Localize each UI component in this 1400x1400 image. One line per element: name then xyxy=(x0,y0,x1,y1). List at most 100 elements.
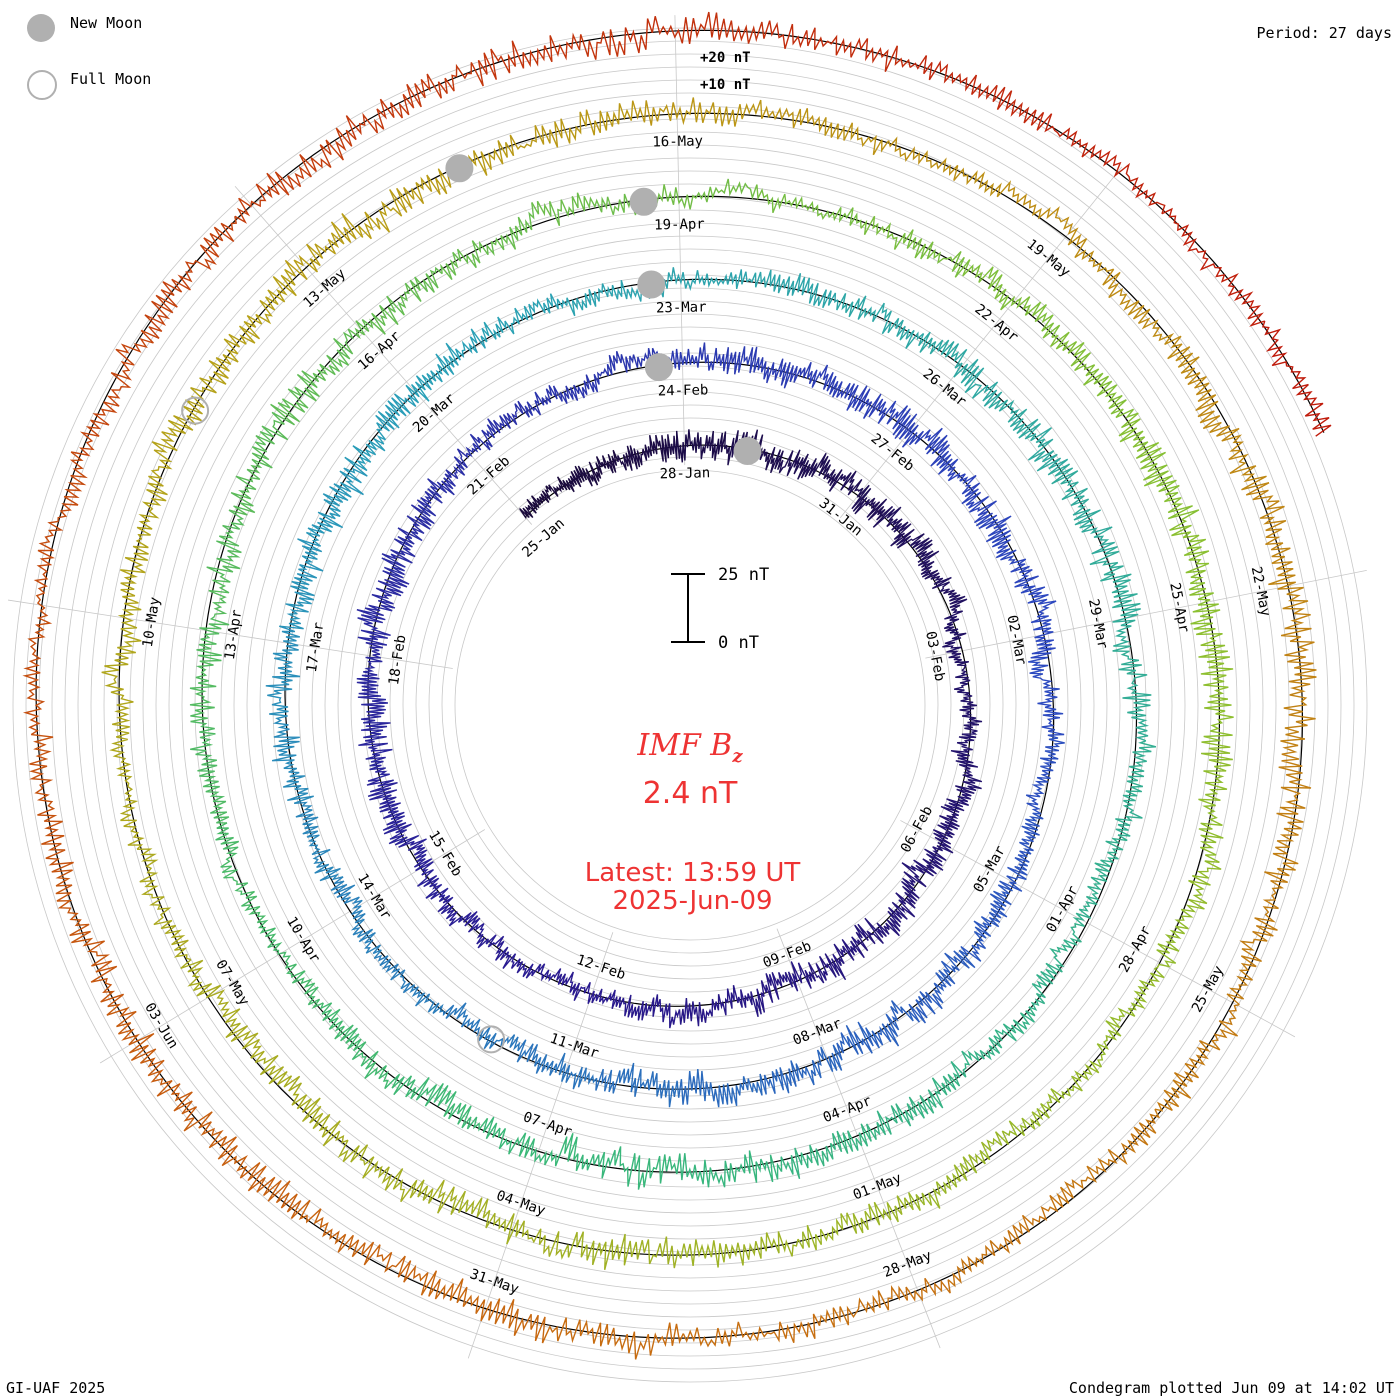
grid-ring xyxy=(324,339,1056,1071)
date-label: 16-May xyxy=(652,133,703,150)
bz-trace-segment xyxy=(854,892,916,952)
bz-trace-segment xyxy=(465,400,530,458)
bz-trace-segment xyxy=(1198,741,1233,863)
bz-trace-segment xyxy=(208,268,297,379)
grid-ring xyxy=(142,157,1238,1253)
bz-trace-segment xyxy=(1102,268,1200,379)
bz-trace-segment xyxy=(756,184,862,229)
bz-trace-segment xyxy=(477,29,626,80)
bz-trace-segment xyxy=(255,1054,349,1147)
date-label: 21-Feb xyxy=(465,453,514,498)
bz-trace-segment xyxy=(440,202,535,281)
bz-trace-segment xyxy=(1047,463,1118,555)
bz-trace-segment xyxy=(678,1069,763,1108)
date-label: 25-Apr xyxy=(1166,581,1192,634)
bz-trace-segment xyxy=(566,280,656,317)
bz-trace-segment xyxy=(797,936,865,989)
bz-trace-segment xyxy=(271,715,314,804)
full-moon-icon xyxy=(27,70,57,100)
bz-trace-segment xyxy=(356,642,388,713)
bz-trace-segment xyxy=(1156,860,1222,968)
bz-trace-segment xyxy=(988,391,1069,476)
scale-bar: 25 nT 0 nT xyxy=(671,565,769,653)
bz-trace-segment xyxy=(270,328,355,426)
bz-trace-segment xyxy=(70,329,160,457)
bz-trace-segment xyxy=(234,127,357,224)
date-label: 11-Mar xyxy=(548,1031,601,1062)
latest-time: Latest: 13:59 UT xyxy=(584,858,801,888)
bz-trace-segment xyxy=(1050,331,1139,419)
ring-label-20: +20 nT xyxy=(700,50,751,66)
bz-trace-segment xyxy=(531,188,646,227)
bz-trace-segment xyxy=(1072,834,1128,927)
grid-spoke xyxy=(674,15,686,466)
bz-trace-segment xyxy=(836,1000,914,1061)
date-label: 18-Feb xyxy=(386,634,409,686)
new-moon-marker xyxy=(445,154,474,183)
bz-trace-segment xyxy=(678,985,747,1027)
date-label: 02-Mar xyxy=(1003,614,1029,667)
grid-ring xyxy=(168,183,1212,1227)
bz-trace-segment xyxy=(1264,744,1312,877)
bz-trace-segment xyxy=(265,625,301,717)
grid-ring xyxy=(259,274,1121,1136)
bz-trace-segment xyxy=(950,1006,1036,1078)
bz-trace-segment xyxy=(494,935,555,982)
grid-ring xyxy=(90,105,1290,1305)
bz-trace-segment xyxy=(29,733,74,873)
bz-trace-segment xyxy=(1028,656,1065,736)
date-label: 22-Apr xyxy=(972,301,1021,345)
grid-ring xyxy=(220,235,1160,1175)
bz-trace-segment xyxy=(617,434,673,471)
bz-trace-segment xyxy=(330,876,382,959)
bz-trace-segment xyxy=(1245,482,1309,615)
bz-trace-segment xyxy=(680,1231,799,1268)
chart-title: IMF Bz xyxy=(0,728,1380,767)
date-label: 07-May xyxy=(212,957,252,1009)
date-label: 26-Mar xyxy=(920,366,969,410)
bz-trace-segment xyxy=(930,450,997,524)
bz-trace-segment xyxy=(284,189,403,281)
bz-trace-segment xyxy=(358,711,393,782)
bz-trace-segment xyxy=(769,20,911,72)
bz-trace-segment xyxy=(877,400,950,467)
bz-trace-segment xyxy=(962,259,1061,339)
bz-trace-segment xyxy=(144,216,238,339)
date-label: 06-Feb xyxy=(898,803,936,855)
bz-trace-segment xyxy=(908,949,976,1024)
bz-trace-segment xyxy=(180,959,265,1063)
bz-trace-segment xyxy=(644,178,758,210)
bz-trace-segment xyxy=(1261,320,1332,437)
bz-trace-segment xyxy=(1161,207,1266,327)
date-label: 10-May xyxy=(140,596,163,648)
new-moon-marker xyxy=(733,437,762,465)
bz-trace-segment xyxy=(595,1062,680,1108)
bz-trace-segment xyxy=(1226,871,1288,1006)
bz-trace-segment xyxy=(450,1190,562,1257)
bz-trace-segment xyxy=(932,788,972,854)
latest-date: 2025-Jun-09 xyxy=(612,886,773,916)
grid-ring xyxy=(207,222,1173,1188)
bz-trace-segment xyxy=(541,1317,684,1360)
bz-trace-segment xyxy=(797,1195,914,1251)
title-sub: z xyxy=(732,746,743,767)
bz-trace-segment xyxy=(384,1073,489,1132)
bz-trace-segment xyxy=(947,1194,1064,1288)
bz-trace-segment xyxy=(1169,518,1221,630)
bz-trace-segment xyxy=(553,968,616,1009)
bz-trace-segment xyxy=(319,1002,390,1089)
date-label: 07-Apr xyxy=(521,1109,574,1140)
date-label: 17-Mar xyxy=(304,621,327,673)
grid-ring xyxy=(38,53,1342,1357)
grid-ring xyxy=(337,352,1043,1058)
bz-trace-segment xyxy=(575,1146,681,1190)
bz-trace-segment xyxy=(257,919,324,1010)
bz-trace-segment xyxy=(373,954,444,1014)
bz-trace-segment xyxy=(347,266,443,340)
bz-trace-segment xyxy=(1056,1108,1161,1208)
bz-trace-segment xyxy=(101,602,142,728)
bz-trace-segment xyxy=(632,97,763,127)
grid-ring xyxy=(402,417,978,993)
bz-trace-segment xyxy=(419,1270,546,1344)
